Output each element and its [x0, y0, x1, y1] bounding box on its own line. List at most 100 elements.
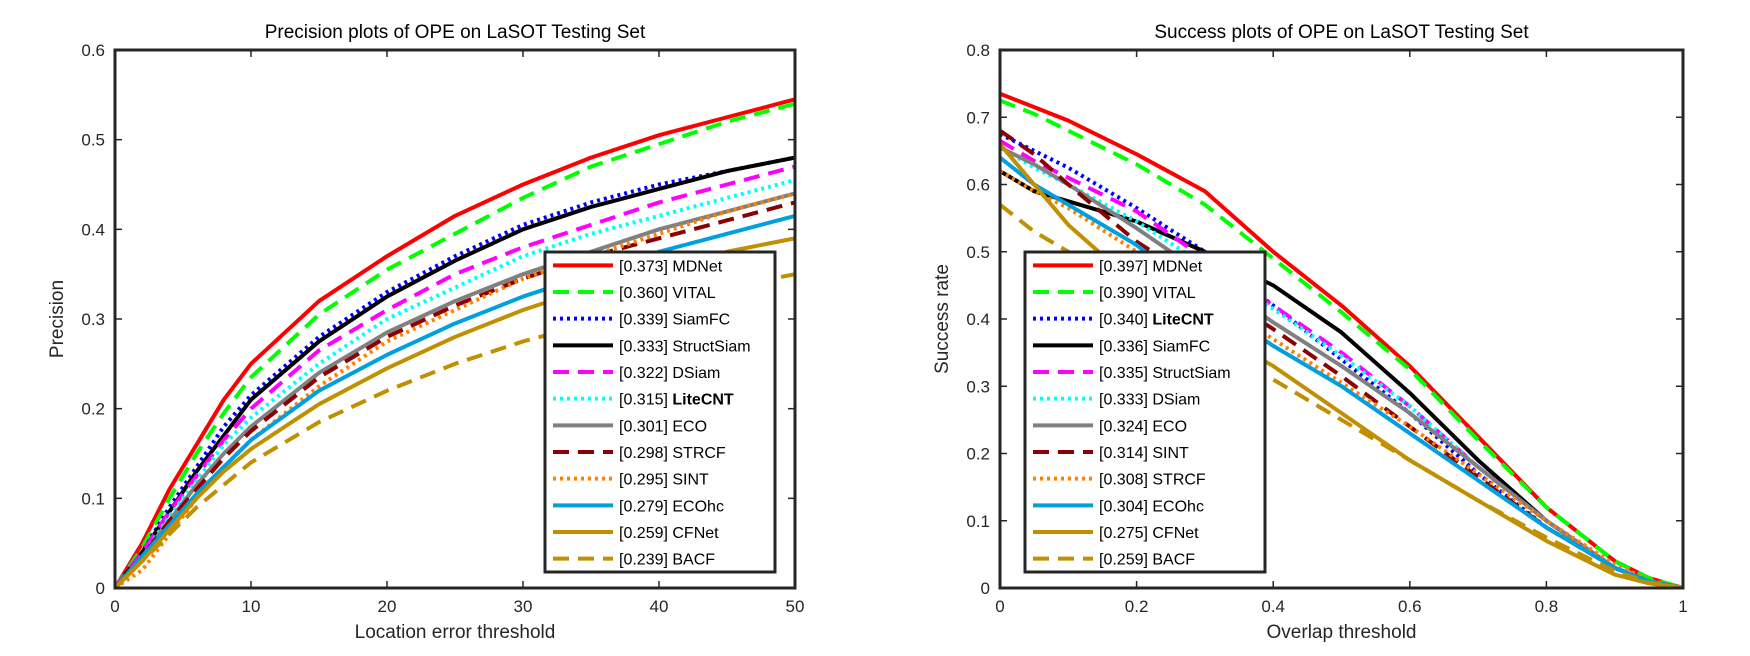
legend-series-name: STRCF: [1152, 472, 1206, 489]
y-tick-label: 0.3: [966, 377, 990, 396]
legend-series-name: BACF: [1152, 552, 1195, 569]
legend-label: [0.373] MDNet: [619, 258, 723, 275]
legend-label: [0.301] ECO: [619, 418, 707, 435]
chart-title: Success plots of OPE on LaSOT Testing Se…: [1154, 22, 1529, 43]
legend-score: [0.298]: [619, 445, 672, 462]
legend-entry: [0.373] MDNet: [553, 258, 723, 275]
legend-entry: [0.360] VITAL: [553, 285, 716, 302]
legend: [0.373] MDNet[0.360] VITAL[0.339] SiamFC…: [543, 250, 777, 574]
legend-box: [543, 250, 777, 574]
legend-series-name: SiamFC: [672, 312, 730, 329]
y-axis-label: Success rate: [932, 264, 953, 374]
y-tick-label: 0.4: [81, 220, 105, 239]
legend-box: [1023, 250, 1267, 574]
x-tick-label: 0.2: [1125, 597, 1149, 616]
legend: [0.397] MDNet[0.390] VITAL[0.340] LiteCN…: [1023, 250, 1267, 574]
x-tick-label: 0: [110, 597, 119, 616]
legend-score: [0.259]: [619, 525, 672, 542]
legend-entry: [0.304] ECOhc: [1033, 498, 1204, 515]
legend-score: [0.390]: [1099, 285, 1152, 302]
legend-score: [0.340]: [1099, 312, 1152, 329]
legend-series-name: SiamFC: [1152, 338, 1210, 355]
y-tick-label: 0.8: [966, 41, 990, 60]
legend-entry: [0.333] StructSiam: [553, 338, 751, 355]
y-tick-label: 0.5: [966, 243, 990, 262]
legend-entry: [0.324] ECO: [1033, 418, 1187, 435]
legend-series-name: CFNet: [1152, 525, 1199, 542]
legend-entry: [0.239] BACF: [553, 552, 715, 569]
legend-entry: [0.315] LiteCNT: [553, 392, 734, 409]
legend-series-name: StructSiam: [1152, 365, 1230, 382]
y-tick-label: 0.4: [966, 310, 990, 329]
legend-score: [0.295]: [619, 472, 672, 489]
legend-series-name: MDNet: [1152, 258, 1202, 275]
y-tick-label: 0.1: [81, 489, 105, 508]
series-lines: [1000, 91, 1683, 588]
legend-series-name: BACF: [672, 552, 715, 569]
legend-score: [0.397]: [1099, 258, 1152, 275]
legend-label: [0.259] BACF: [1099, 552, 1195, 569]
legend-score: [0.333]: [619, 338, 672, 355]
legend-series-name: MDNet: [672, 258, 722, 275]
legend-score: [0.324]: [1099, 418, 1152, 435]
legend-entry: [0.335] StructSiam: [1033, 365, 1231, 382]
legend-score: [0.304]: [1099, 498, 1152, 515]
legend-entry: [0.259] BACF: [1033, 552, 1195, 569]
legend-series-name: STRCF: [672, 445, 726, 462]
series-line-siamfc: [115, 155, 795, 588]
x-tick-label: 20: [378, 597, 397, 616]
legend-score: [0.259]: [1099, 552, 1152, 569]
legend-series-name: StructSiam: [672, 338, 750, 355]
legend-label: [0.390] VITAL: [1099, 285, 1196, 302]
chart-title: Precision plots of OPE on LaSOT Testing …: [265, 22, 646, 43]
legend-series-name: VITAL: [672, 285, 715, 302]
series-line-strcf: [1000, 169, 1683, 588]
series-line-mdnet: [1000, 91, 1683, 588]
chart-panel-2: 0 0.2 0.4 0.6 0.8 1 0 0.1 0.2 0.3 0.4 0.5 0.6 0.7 0.8 S…: [932, 22, 1688, 643]
legend-label: [0.333] StructSiam: [619, 338, 751, 355]
legend-label: [0.295] SINT: [619, 472, 709, 489]
legend-label: [0.324] ECO: [1099, 418, 1187, 435]
y-tick-label: 0: [981, 579, 990, 598]
y-tick-label: 0.6: [81, 41, 105, 60]
legend-series-name: VITAL: [1152, 285, 1195, 302]
legend-label: [0.314] SINT: [1099, 445, 1189, 462]
legend-score: [0.339]: [619, 312, 672, 329]
x-tick-label: 0.4: [1261, 597, 1285, 616]
x-axis-label: Overlap threshold: [1267, 622, 1417, 643]
legend-series-name: DSiam: [1152, 392, 1200, 409]
x-tick-label: 1: [1678, 597, 1687, 616]
legend-label: [0.336] SiamFC: [1099, 338, 1210, 355]
legend-entry: [0.390] VITAL: [1033, 285, 1196, 302]
legend-label: [0.259] CFNet: [619, 525, 719, 542]
legend-score: [0.279]: [619, 498, 672, 515]
x-tick-label: 30: [514, 597, 533, 616]
legend-entry: [0.397] MDNet: [1033, 258, 1203, 275]
legend-score: [0.314]: [1099, 445, 1152, 462]
series-line-eco: [115, 191, 795, 588]
y-tick-label: 0.2: [966, 445, 990, 464]
legend-entry: [0.308] STRCF: [1033, 472, 1206, 489]
y-tick-label: 0.2: [81, 400, 105, 419]
x-axis-label: Location error threshold: [355, 622, 556, 643]
chart-panel-1: 0 10 20 30 40 50 0 0.1 0.2 0.3 0.4 0.5 0.6 Precision …: [47, 22, 804, 643]
legend-entry: [0.279] ECOhc: [553, 498, 724, 515]
legend-label: [0.315] LiteCNT: [619, 392, 734, 409]
legend-label: [0.322] DSiam: [619, 365, 720, 382]
x-tick-label: 10: [242, 597, 261, 616]
y-tick-label: 0.6: [966, 176, 990, 195]
legend-score: [0.373]: [619, 258, 672, 275]
series-line-vital: [115, 101, 795, 588]
legend-label: [0.340] LiteCNT: [1099, 312, 1214, 329]
legend-series-name: ECO: [1152, 418, 1187, 435]
legend-score: [0.275]: [1099, 525, 1152, 542]
series-line-vital: [1000, 98, 1683, 588]
x-tick-label: 50: [786, 597, 805, 616]
legend-score: [0.360]: [619, 285, 672, 302]
legend-series-name: LiteCNT: [672, 392, 734, 409]
y-tick-label: 0.7: [966, 108, 990, 127]
legend-label: [0.275] CFNet: [1099, 525, 1199, 542]
legend-label: [0.360] VITAL: [619, 285, 716, 302]
y-tick-label: 0.1: [966, 512, 990, 531]
